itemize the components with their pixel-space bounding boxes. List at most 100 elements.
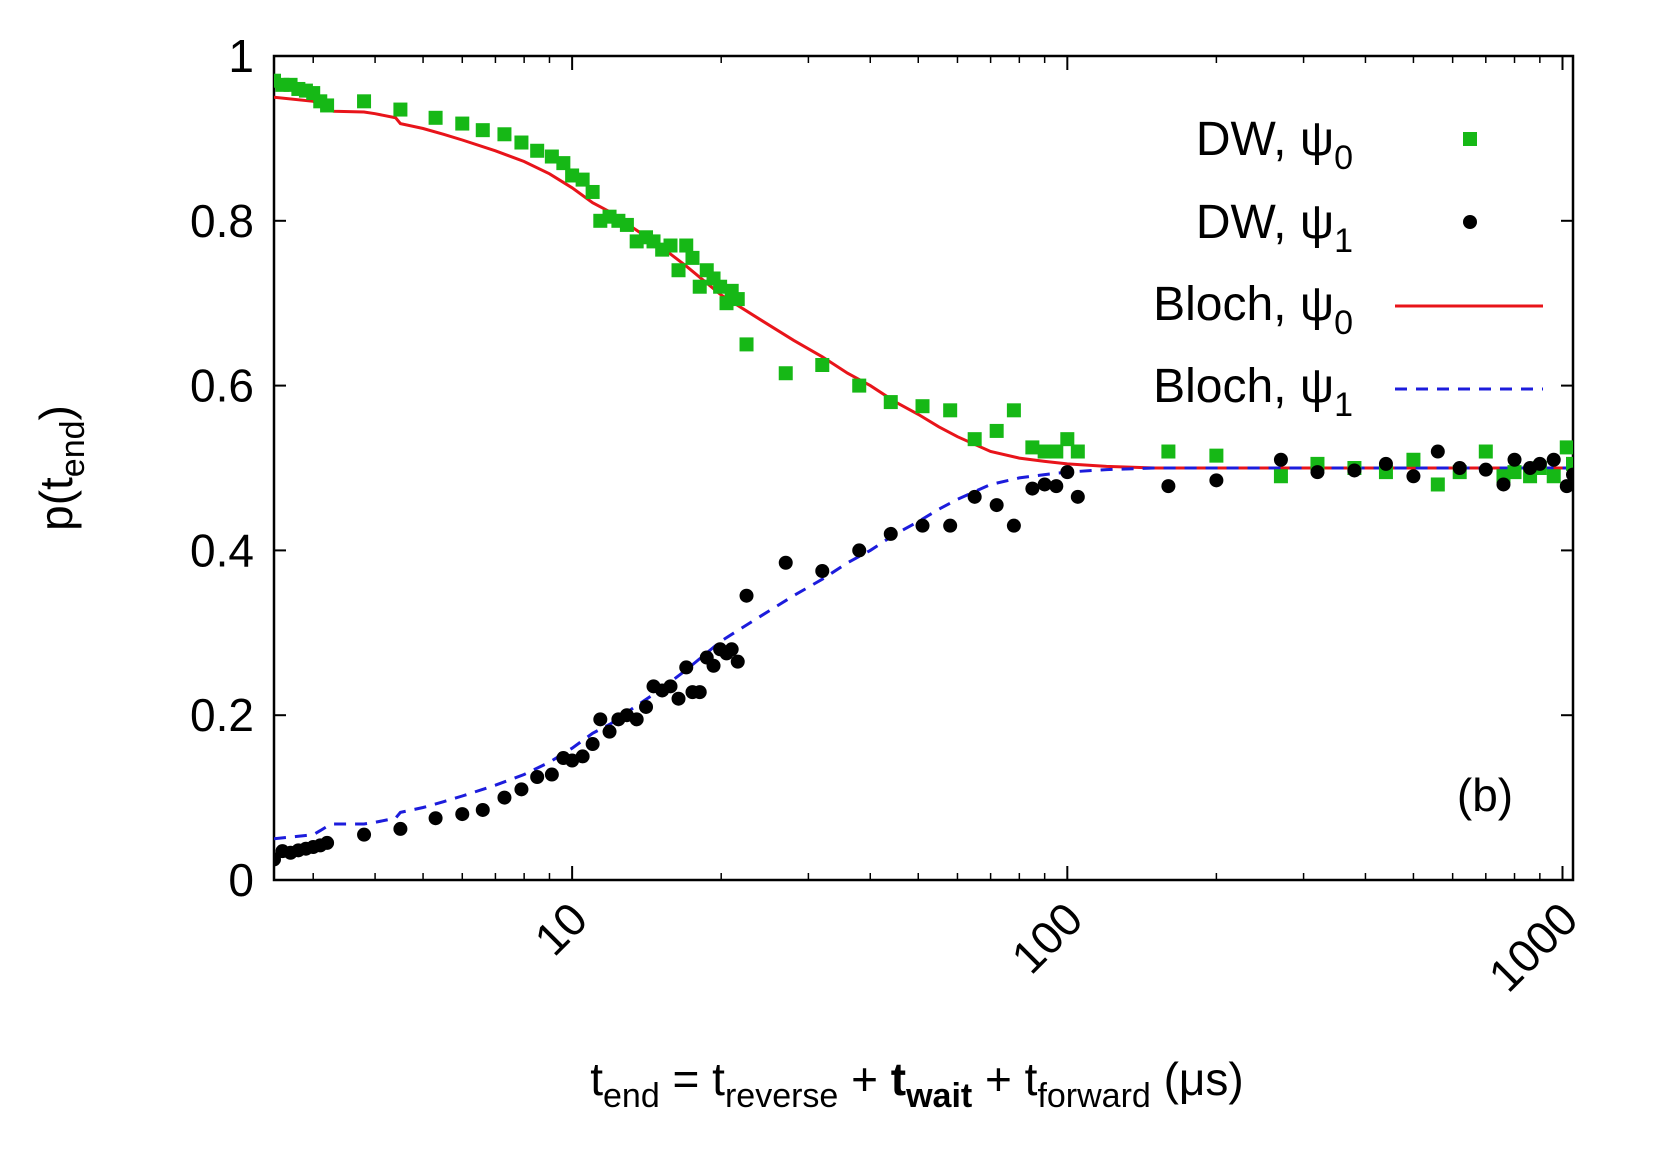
data-point-dw0 xyxy=(1037,444,1052,459)
data-point-dw1 xyxy=(671,691,686,706)
data-point-dw0 xyxy=(1049,444,1064,459)
data-point-dw0 xyxy=(1507,465,1522,480)
y-tick-label: 0 xyxy=(228,854,254,906)
data-point-dw0 xyxy=(852,378,867,393)
data-point-dw0 xyxy=(1478,444,1493,459)
legend-label-bloch1: Bloch, ψ1 xyxy=(1153,360,1353,424)
data-point-dw1 xyxy=(1161,479,1176,494)
data-point-dw1 xyxy=(1430,444,1445,459)
data-point-dw1 xyxy=(852,543,867,558)
data-point-dw1 xyxy=(1406,469,1421,484)
series-line-2 xyxy=(274,95,1573,470)
axis-ticks xyxy=(274,55,1573,881)
data-point-dw1 xyxy=(1049,479,1064,494)
data-point-dw0 xyxy=(619,217,634,232)
plot-area xyxy=(274,73,1573,867)
data-point-dw0 xyxy=(943,403,958,418)
data-point-dw0 xyxy=(778,366,793,381)
legend-entry-bloch1: Bloch, ψ1 xyxy=(1153,360,1543,424)
data-point-dw0 xyxy=(530,143,545,158)
data-point-dw1 xyxy=(320,835,335,850)
data-point-dw0 xyxy=(883,395,898,410)
data-point-dw1 xyxy=(1310,465,1325,480)
data-point-dw0 xyxy=(1025,440,1040,455)
data-point-dw1 xyxy=(639,699,654,714)
data-point-dw1 xyxy=(706,658,721,673)
data-point-dw1 xyxy=(585,737,600,752)
data-point-dw1 xyxy=(602,724,617,739)
x-tick-label: 1000 xyxy=(1478,892,1587,1001)
data-point-dw0 xyxy=(428,110,443,125)
y-tick-label: 0.8 xyxy=(190,195,254,247)
legend-entry-bloch0: Bloch, ψ0 xyxy=(1153,278,1543,342)
data-point-dw0 xyxy=(1070,444,1085,459)
data-point-dw1 xyxy=(475,802,490,817)
data-point-dw1 xyxy=(1037,477,1052,492)
y-axis-label: p(tend) xyxy=(30,405,92,531)
data-point-dw0 xyxy=(989,423,1004,438)
data-point-dw0 xyxy=(1559,440,1573,455)
data-point-dw0 xyxy=(915,399,930,414)
data-point-dw1 xyxy=(593,712,608,727)
panel-label: (b) xyxy=(1457,769,1513,821)
data-point-dw0 xyxy=(475,123,490,138)
x-axis-label: tend = treverse + twait + tforward (μs) xyxy=(590,1053,1244,1115)
data-point-dw1 xyxy=(663,679,678,694)
data-point-dw1 xyxy=(943,518,958,533)
data-point-dw1 xyxy=(692,685,707,700)
data-point-dw1 xyxy=(497,790,512,805)
data-point-dw1 xyxy=(730,654,745,669)
legend: DW, ψ0 DW, ψ1 Bloch, ψ0 Bloch, ψ1 xyxy=(1153,113,1543,424)
data-point-dw0 xyxy=(719,296,734,311)
data-point-dw1 xyxy=(1209,473,1224,488)
data-point-dw1 xyxy=(393,821,408,836)
series-lines xyxy=(274,95,1573,841)
x-tick-label: 100 xyxy=(1001,892,1092,983)
data-point-dw0 xyxy=(692,279,707,294)
data-point-dw1 xyxy=(1273,452,1288,467)
data-point-dw1 xyxy=(915,518,930,533)
data-point-dw0 xyxy=(393,102,408,117)
data-point-dw1 xyxy=(1452,461,1467,475)
data-point-dw0 xyxy=(671,263,686,278)
data-point-dw0 xyxy=(357,94,372,109)
data-point-dw0 xyxy=(544,149,559,164)
data-point-dw0 xyxy=(730,292,745,307)
data-point-dw0 xyxy=(585,184,600,199)
data-point-dw0 xyxy=(1006,403,1021,418)
data-point-dw0 xyxy=(1406,452,1421,467)
data-point-dw0 xyxy=(1161,444,1176,459)
legend-entry-dw1: DW, ψ1 xyxy=(1196,196,1477,260)
data-point-dw1 xyxy=(1496,477,1511,492)
data-point-dw1 xyxy=(739,588,754,603)
y-tick-label: 0.6 xyxy=(190,360,254,412)
data-point-dw0 xyxy=(663,238,678,253)
data-point-dw0 xyxy=(575,172,590,187)
data-point-dw1 xyxy=(1006,518,1021,533)
data-point-dw0 xyxy=(497,127,512,142)
y-tick-label: 1 xyxy=(228,30,254,82)
data-point-dw1 xyxy=(1060,465,1075,480)
data-point-dw1 xyxy=(1532,456,1547,471)
data-point-dw0 xyxy=(455,116,470,131)
data-point-dw0 xyxy=(320,98,335,113)
data-point-dw1 xyxy=(1507,452,1522,467)
y-tick-label: 0.4 xyxy=(190,524,254,576)
data-point-dw1 xyxy=(1347,463,1362,478)
data-point-dw1 xyxy=(357,827,372,842)
data-point-dw1 xyxy=(967,489,982,504)
data-point-dw0 xyxy=(739,337,754,352)
legend-marker-dw1 xyxy=(1463,215,1477,229)
legend-label-dw1: DW, ψ1 xyxy=(1196,196,1353,260)
data-point-dw1 xyxy=(428,811,443,826)
data-point-dw1 xyxy=(883,526,898,541)
data-point-dw0 xyxy=(1060,432,1075,447)
data-point-dw1 xyxy=(778,555,793,570)
y-tick-label: 0.2 xyxy=(190,689,254,741)
data-point-dw1 xyxy=(1378,456,1393,471)
legend-marker-dw0 xyxy=(1463,132,1477,146)
axis-tick-labels: 0 0.2 0.4 0.6 0.8 1 10 100 1000 xyxy=(190,30,1588,1001)
data-point-dw1 xyxy=(455,807,470,822)
data-point-dw1 xyxy=(1559,479,1573,494)
data-point-dw0 xyxy=(967,432,982,447)
